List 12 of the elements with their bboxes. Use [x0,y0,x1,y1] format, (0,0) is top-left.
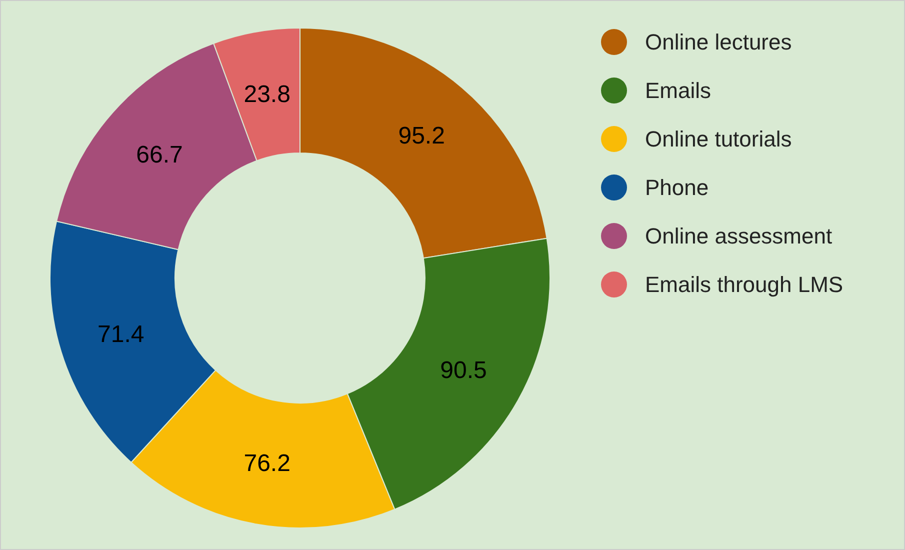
data-label: 90.5 [440,357,487,384]
legend-label: Online tutorials [645,126,792,152]
legend-label: Online lectures [645,30,792,55]
data-label: 76.2 [244,450,290,477]
legend-label: Emails through LMS [645,272,844,298]
legend-label: Phone [645,175,709,200]
data-label: 71.4 [98,320,144,348]
legend-label: Emails [645,78,712,104]
data-label: 23.8 [244,80,290,108]
legend-label: Online assessment [645,224,832,249]
data-label: 66.7 [136,141,183,168]
data-label: 95.2 [398,122,445,150]
